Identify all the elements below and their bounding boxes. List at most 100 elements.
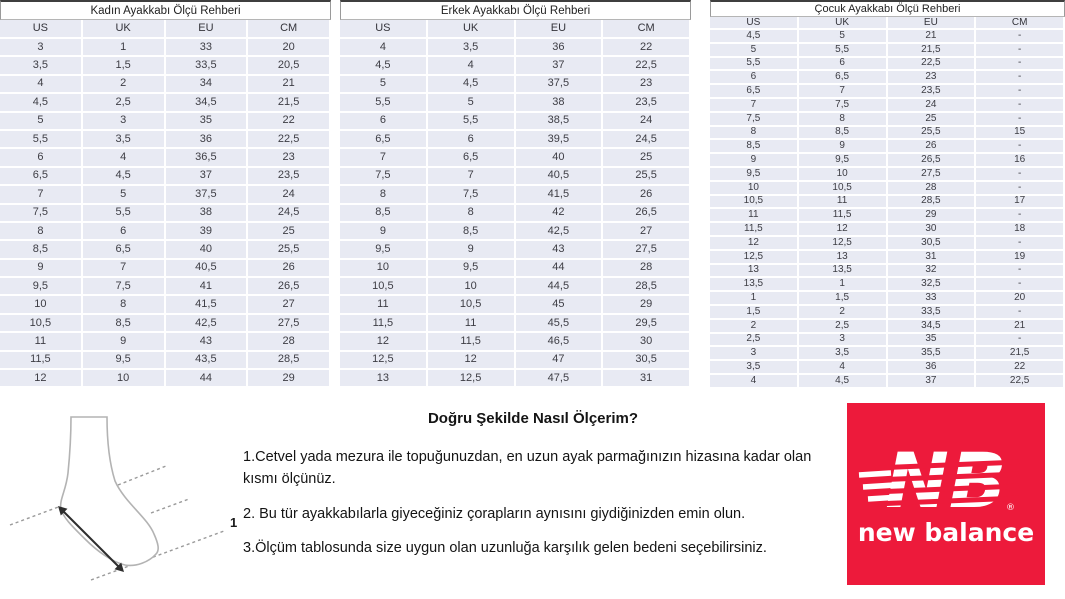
size-cell: - [976,333,1065,348]
table-row: 4,5 5 21- [710,30,1065,44]
size-cell: 4 [0,75,83,95]
size-cell: 13 [340,370,428,389]
size-cell: 9,5 [0,278,83,297]
size-cell: 2 [710,319,799,334]
size-cell: - [976,85,1065,99]
size-cell: 29 [603,296,691,315]
size-cell: 12 [710,236,799,251]
column-header: UK [798,17,888,30]
size-cell: 25 [248,222,331,242]
size-cell: 42,5 [165,314,249,334]
size-cell: 9,5 [340,241,428,260]
size-cell: 5,5 [0,130,83,150]
size-cell: 8,5 [82,314,166,334]
size-cell: 25 [603,149,691,168]
size-cell: 33,5 [887,305,977,320]
size-cell: 10,5 [340,278,428,297]
size-cell: 21 [887,30,977,44]
table-row: 13 13,5 32- [710,264,1065,279]
nb-speed-trails [858,470,900,502]
size-cell: 13,5 [798,264,888,279]
size-cell: 23 [603,75,691,95]
size-cell: 26 [603,186,691,205]
size-cell: 22,5 [887,57,977,72]
size-cell: 31 [887,250,977,265]
size-cell: 7 [0,186,83,205]
table-row: 4 2 34 21 [0,75,331,95]
size-cell: 1,5 [82,57,166,76]
size-cell: - [976,181,1065,196]
size-cell: - [976,30,1065,44]
measure-arrow [58,506,124,572]
column-header: EU [887,17,977,30]
size-cell: 8 [340,186,428,205]
size-cell: 36,5 [165,149,249,168]
size-cell: 37 [515,57,604,76]
table-row: 4 4,5 37 22,5 [710,374,1065,389]
size-cell: 44 [165,370,249,389]
table-row: 8,5 9 26- [710,140,1065,155]
size-cell: 6,5 [0,167,83,187]
size-cell: 20,5 [248,57,331,76]
table-row: 8 8,5 25,5 15 [710,126,1065,141]
size-cell: 9,5 [427,259,516,279]
table-row: 9,5 10 27,5- [710,167,1065,182]
size-cell: - [976,98,1065,113]
size-cell: 2,5 [798,319,888,334]
table-row: 10,5 10 44,5 28,5 [340,278,691,297]
size-cell: 11 [340,296,428,315]
size-cell: 12,5 [427,370,516,389]
size-cell: 2,5 [710,333,799,348]
size-cell: 9,5 [798,154,888,168]
size-cell: 5 [710,43,799,58]
table-row: 9,5 7,5 41 26,5 [0,278,331,297]
table-row: 4,5 4 37 22,5 [340,57,691,76]
size-cell: 8 [798,112,888,127]
size-cell: 10,5 [710,195,799,210]
size-cell: 41,5 [515,186,604,205]
size-cell: 23 [248,149,331,168]
kids-table-title: Çocuk Ayakkabı Ölçü Rehberi [710,0,1065,17]
size-cell: 11 [0,333,83,352]
size-cell: 11,5 [0,351,83,371]
size-cell: 9 [82,333,166,352]
size-cell: 4 [710,374,799,389]
size-cell: 16 [976,154,1065,168]
size-cell: 6,5 [82,241,166,260]
size-cell: 6,5 [798,71,888,86]
table-row: 12,5 12 47 30,5 [340,351,691,371]
size-cell: 24 [887,98,977,113]
size-cell: 30 [603,333,691,352]
size-cell: 8,5 [427,222,516,242]
table-row: 6,5 6 39,5 24,5 [340,130,691,150]
size-cell: 7,5 [710,112,799,127]
size-cell: 5,5 [82,204,166,223]
size-cell: 32 [887,264,977,279]
table-row: 5 3 35 22 [0,112,331,131]
table-row: 6 6,5 23- [710,71,1065,86]
size-cell: 6,5 [427,149,516,168]
size-cell: 7,5 [798,98,888,113]
size-cell: 40,5 [165,259,249,279]
size-cell: 40 [165,241,249,260]
size-cell: 13,5 [710,278,799,293]
size-cell: 22,5 [603,57,691,76]
size-cell: 22 [248,112,331,131]
size-cell: - [976,57,1065,72]
size-cell: 35,5 [887,347,977,362]
table-row: 1,5 2 33,5- [710,305,1065,320]
size-cell: 40,5 [515,167,604,187]
size-cell: 43 [165,333,249,352]
size-cell: 25 [887,112,977,127]
size-cell: 21 [248,75,331,95]
size-cell: 6 [798,57,888,72]
size-cell: 18 [976,223,1065,237]
table-row: 9 9,5 26,5 16 [710,154,1065,168]
size-cell: - [976,209,1065,224]
size-cell: 9 [340,222,428,242]
size-cell: 22 [976,361,1065,375]
table-row: 10 10,5 28- [710,181,1065,196]
size-cell: 9 [798,140,888,155]
size-cell: 2 [82,75,166,95]
size-cell: 46,5 [515,333,604,352]
